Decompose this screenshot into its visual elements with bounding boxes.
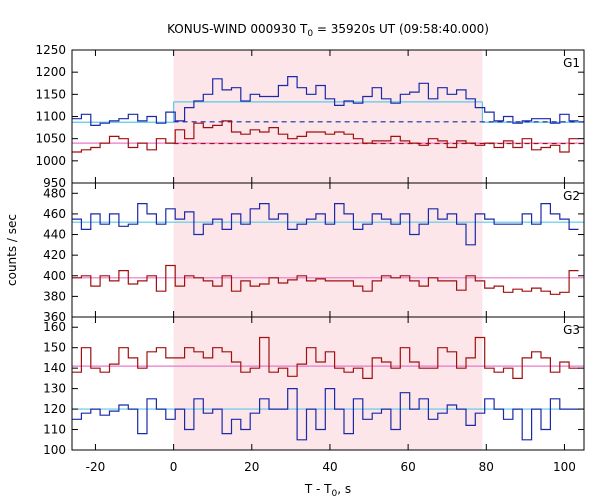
x-tick-label--20: -20	[86, 460, 106, 474]
y-tick-label-g3-140: 140	[43, 361, 66, 375]
x-axis-title: T - T0, s	[304, 482, 351, 499]
y-tick-label-g3-120: 120	[43, 402, 66, 416]
x-tick-label-40: 40	[322, 460, 337, 474]
y-tick-label-g1-950: 950	[43, 176, 66, 190]
y-tick-label-g2-380: 380	[43, 289, 66, 303]
chart-title: KONUS-WIND 000930 T0 = 35920s UT (09:58:…	[167, 22, 489, 39]
series-blue-g2	[72, 203, 579, 246]
series-red-g3	[72, 336, 579, 379]
y-tick-label-g1-1150: 1150	[35, 87, 66, 101]
x-tick-label-0: 0	[170, 460, 178, 474]
x-tick-label-80: 80	[479, 460, 494, 474]
y-tick-label-g2-360: 360	[43, 310, 66, 324]
x-tick-label-100: 100	[553, 460, 576, 474]
panel-frame-g3	[71, 316, 585, 451]
highlight-band-g2	[173, 183, 483, 317]
x-tick-label-60: 60	[400, 460, 415, 474]
highlight-band-g1	[173, 50, 483, 183]
y-tick-label-g1-1250: 1250	[35, 43, 66, 57]
series-blue-g1	[72, 76, 579, 126]
y-tick-label-g3-110: 110	[43, 423, 66, 437]
panel-label-g3: G3	[563, 323, 580, 337]
y-tick-label-g2-480: 480	[43, 186, 66, 200]
y-tick-label-g3-100: 100	[43, 443, 66, 457]
panel-label-g1: G1	[563, 56, 580, 70]
series-red-g1	[72, 120, 579, 153]
y-axis-title: counts / sec	[5, 214, 19, 286]
x-tick-label-20: 20	[244, 460, 259, 474]
y-tick-label-g3-150: 150	[43, 341, 66, 355]
y-tick-label-g2-420: 420	[43, 248, 66, 262]
y-tick-label-g1-1100: 1100	[35, 110, 66, 124]
panel-label-g2: G2	[563, 189, 580, 203]
y-tick-label-g2-400: 400	[43, 269, 66, 283]
y-tick-label-g1-1050: 1050	[35, 132, 66, 146]
y-tick-label-g3-160: 160	[43, 320, 66, 334]
y-tick-label-g1-1000: 1000	[35, 154, 66, 168]
y-tick-label-g2-440: 440	[43, 228, 66, 242]
y-tick-label-g2-460: 460	[43, 207, 66, 221]
y-tick-label-g1-1200: 1200	[35, 65, 66, 79]
y-tick-label-g3-130: 130	[43, 382, 66, 396]
highlight-band-g3	[173, 317, 483, 450]
series-blue-g3	[72, 388, 579, 441]
series-red-g2	[72, 264, 579, 295]
